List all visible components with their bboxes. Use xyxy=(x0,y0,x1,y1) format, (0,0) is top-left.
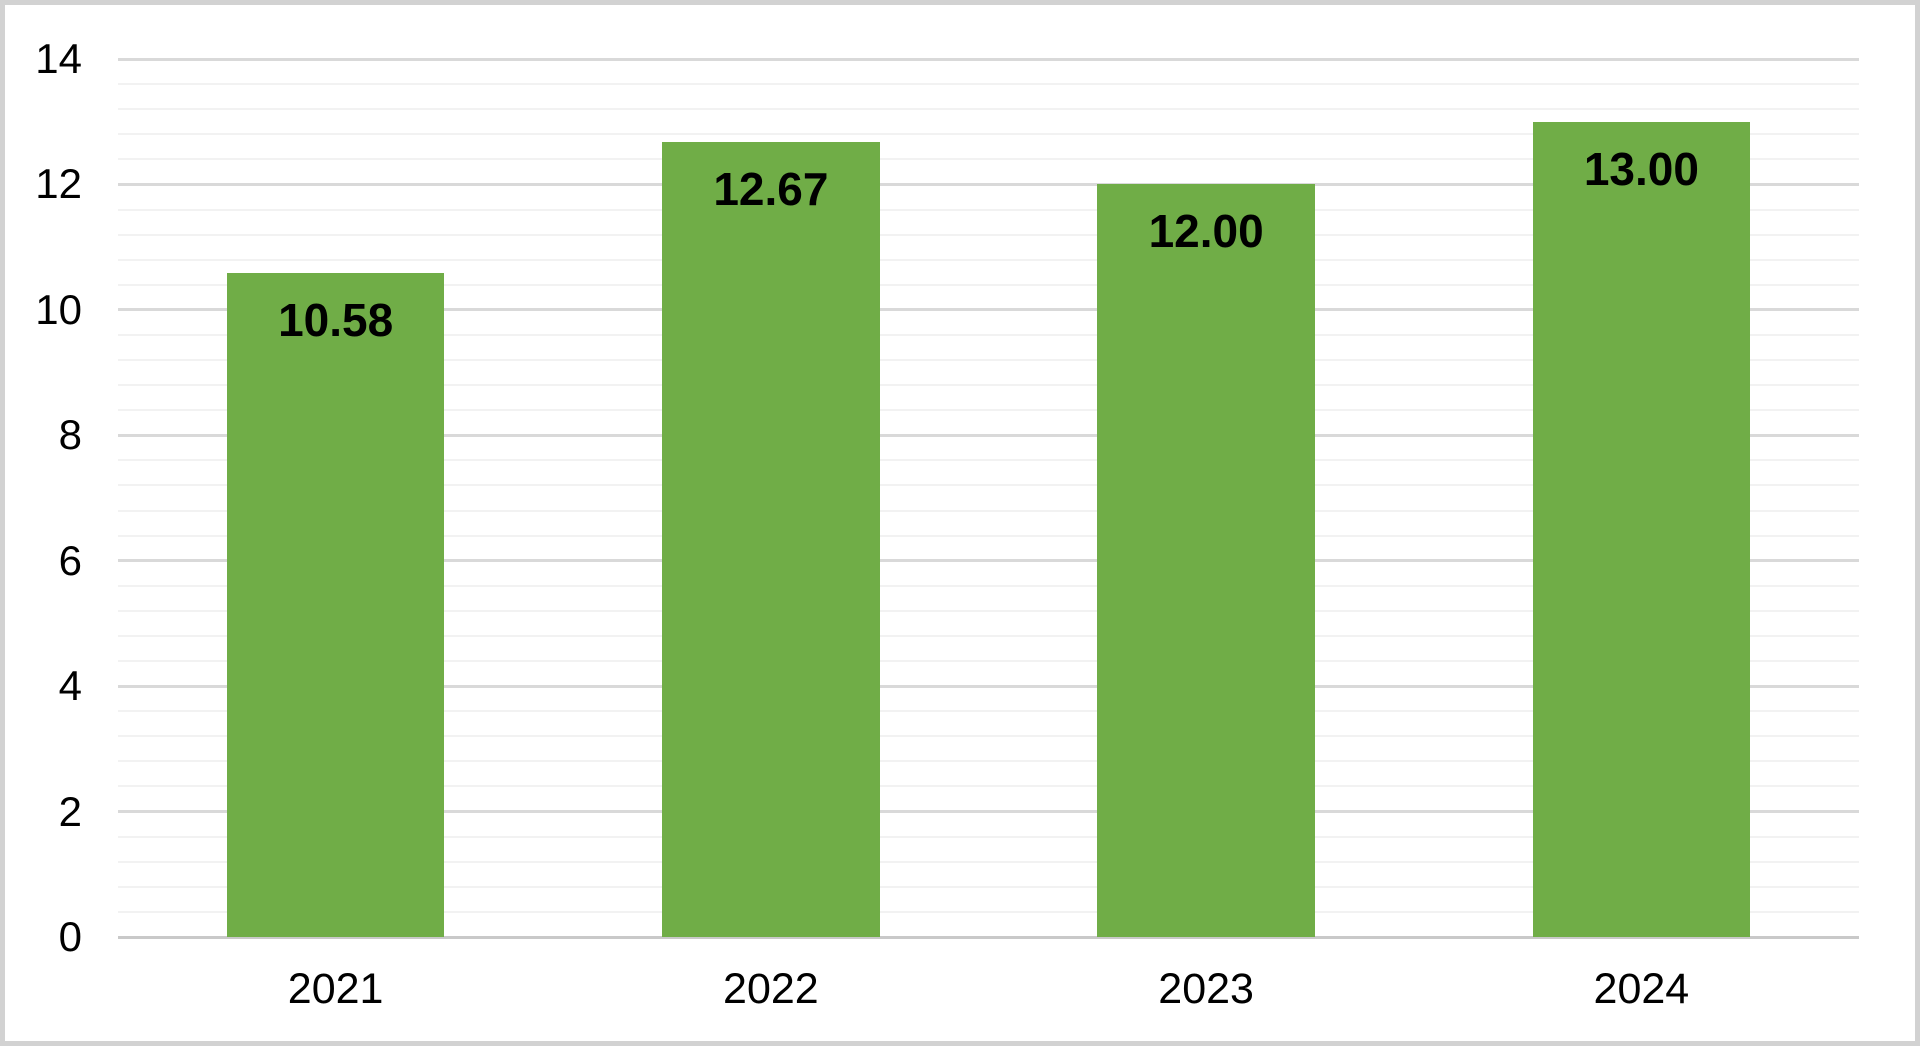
minor-gridline xyxy=(118,760,1859,763)
minor-gridline xyxy=(118,108,1859,111)
x-category-label-2021: 2021 xyxy=(287,965,384,1013)
minor-gridline xyxy=(118,359,1859,362)
minor-gridline xyxy=(118,835,1859,838)
minor-gridline xyxy=(118,283,1859,286)
x-category-label-2022: 2022 xyxy=(723,965,819,1013)
major-gridline xyxy=(118,684,1859,688)
minor-gridline xyxy=(118,609,1859,612)
minor-gridline xyxy=(118,409,1859,412)
minor-gridline xyxy=(118,484,1859,487)
minor-gridline xyxy=(118,133,1859,136)
minor-gridline xyxy=(118,459,1859,462)
y-tick-label-6: 6 xyxy=(58,536,82,584)
minor-gridline xyxy=(118,634,1859,637)
minor-gridline xyxy=(118,534,1859,537)
y-tick-label-12: 12 xyxy=(35,160,82,208)
bar-2023: 12.00 xyxy=(1097,184,1315,937)
plot-area: 10.58 12.67 12.00 13.00 xyxy=(118,57,1859,939)
y-tick-label-0: 0 xyxy=(58,913,82,960)
bar-value-label: 12.00 xyxy=(1148,205,1264,258)
bar-2021: 10.58 xyxy=(226,273,445,937)
minor-gridline xyxy=(118,885,1859,888)
minor-gridline xyxy=(118,208,1859,211)
minor-gridline xyxy=(118,660,1859,663)
major-gridline xyxy=(118,57,1859,61)
major-gridline xyxy=(118,308,1859,312)
minor-gridline xyxy=(118,860,1859,863)
minor-gridline xyxy=(118,910,1859,913)
y-tick-label-14: 14 xyxy=(35,35,82,82)
major-gridline xyxy=(118,559,1859,563)
bar-value-label: 10.58 xyxy=(278,294,394,347)
minor-gridline xyxy=(118,233,1859,236)
minor-gridline xyxy=(118,509,1859,512)
y-tick-label-4: 4 xyxy=(58,662,82,710)
y-tick-label-10: 10 xyxy=(35,285,82,333)
x-category-label-2023: 2023 xyxy=(1158,965,1254,1013)
bar-2022: 12.67 xyxy=(662,142,880,937)
major-gridline xyxy=(118,182,1859,186)
minor-gridline xyxy=(118,333,1859,336)
major-gridline xyxy=(118,810,1859,814)
minor-gridline xyxy=(118,83,1859,86)
minor-gridline xyxy=(118,384,1859,387)
x-category-label-2024: 2024 xyxy=(1593,965,1690,1013)
y-tick-label-8: 8 xyxy=(58,411,82,459)
minor-gridline xyxy=(118,584,1859,587)
y-tick-label-2: 2 xyxy=(58,787,82,835)
bar-value-label: 13.00 xyxy=(1583,142,1699,195)
minor-gridline xyxy=(118,785,1859,788)
bar-value-label: 12.67 xyxy=(713,163,829,216)
x-axis-line xyxy=(118,935,1859,939)
major-gridline xyxy=(118,433,1859,437)
bar-2024: 13.00 xyxy=(1532,121,1751,937)
minor-gridline xyxy=(118,710,1859,713)
minor-gridline xyxy=(118,258,1859,261)
minor-gridline xyxy=(118,158,1859,161)
minor-gridline xyxy=(118,735,1859,738)
